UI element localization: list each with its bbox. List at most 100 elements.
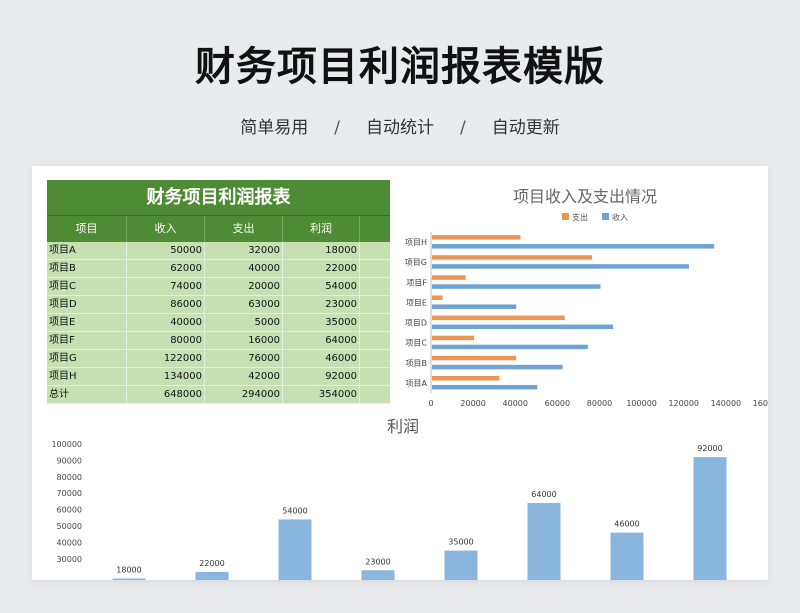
table-cell[interactable]: 122000 — [127, 350, 205, 367]
table-header-row: 项目 收入 支出 利润 — [47, 216, 390, 242]
table-title: 财务项目利润报表 — [47, 180, 390, 216]
data-label: 35000 — [448, 538, 473, 547]
table-cell[interactable]: 76000 — [205, 350, 283, 367]
subtitle-item: 简单易用 — [240, 118, 309, 138]
table-cell[interactable]: 294000 — [205, 386, 283, 403]
table-header-income: 收入 — [127, 216, 205, 242]
y-tick-label: 60000 — [57, 506, 82, 515]
table-cell[interactable]: 项目C — [47, 278, 127, 295]
table-cell[interactable]: 40000 — [205, 260, 283, 277]
table-cell[interactable]: 46000 — [283, 350, 360, 367]
x-tick-label: 80000 — [587, 399, 612, 408]
legend-label: 支出 — [572, 212, 588, 222]
bar-expense — [432, 295, 443, 300]
table-header-profit: 利润 — [283, 216, 360, 242]
y-tick-label: 90000 — [57, 456, 82, 465]
chart-title: 项目收入及支出情况 — [513, 187, 657, 206]
x-tick-label: 20000 — [460, 399, 485, 408]
table-cell[interactable]: 项目D — [47, 296, 127, 313]
profit-bar — [195, 571, 229, 580]
bar-expense — [432, 375, 500, 381]
profit-bar — [693, 457, 727, 580]
bar-expense — [432, 275, 466, 280]
table-cell[interactable]: 54000 — [283, 278, 360, 295]
profit-bar — [444, 550, 478, 580]
table-cell[interactable]: 总计 — [47, 386, 127, 403]
table-row: 项目D 86000 63000 23000 — [47, 296, 390, 314]
table-cell[interactable]: 354000 — [283, 386, 360, 403]
y-tick-label: 70000 — [57, 489, 82, 498]
profit-bar — [112, 578, 146, 580]
profit-bar — [361, 570, 395, 580]
table-cell[interactable]: 80000 — [127, 332, 205, 349]
page-title: 财务项目利润报表模版 — [195, 44, 605, 90]
table-cell[interactable]: 项目G — [47, 350, 127, 367]
page-subtitle: 简单易用 / 自动统计 / 自动更新 — [0, 113, 800, 138]
table-cell[interactable]: 16000 — [205, 332, 283, 349]
table-total-row: 总计 648000 294000 354000 — [47, 386, 390, 404]
bar-expense — [432, 335, 475, 341]
x-tick-label: 120000 — [668, 399, 699, 408]
table-cell[interactable]: 50000 — [127, 242, 205, 259]
bar-income — [432, 304, 517, 309]
table-cell[interactable]: 64000 — [283, 332, 360, 349]
table-row: 项目F 80000 16000 64000 — [47, 332, 390, 350]
table-cell[interactable]: 134000 — [127, 368, 205, 385]
y-category-label: 项目E — [406, 298, 427, 307]
bar-expense — [432, 235, 521, 240]
table-cell[interactable]: 5000 — [205, 314, 283, 331]
table-cell[interactable]: 63000 — [205, 296, 283, 313]
y-category-label: 项目G — [405, 258, 427, 267]
bar-income — [432, 284, 601, 289]
y-tick-label: 40000 — [57, 538, 82, 547]
table-cell[interactable]: 42000 — [205, 368, 283, 385]
x-tick-label: 100000 — [626, 399, 657, 408]
table-cell[interactable]: 40000 — [127, 314, 205, 331]
table-cell[interactable]: 项目H — [47, 368, 127, 385]
table-cell[interactable]: 648000 — [127, 386, 205, 403]
table-cell[interactable]: 32000 — [205, 242, 283, 259]
data-label: 23000 — [365, 557, 390, 566]
bar-income — [432, 264, 689, 269]
table-cell[interactable]: 35000 — [283, 314, 360, 331]
table-cell[interactable]: 86000 — [127, 296, 205, 313]
table-row: 项目G 122000 76000 46000 — [47, 350, 390, 368]
table-cell[interactable]: 项目E — [47, 314, 127, 331]
table-cell[interactable]: 74000 — [127, 278, 205, 295]
bar-expense — [432, 355, 517, 361]
sheet-shadow — [32, 580, 768, 582]
y-tick-label: 80000 — [57, 473, 82, 482]
bar-expense — [432, 255, 593, 260]
y-tick-label: 100000 — [51, 440, 82, 449]
table-cell[interactable]: 18000 — [283, 242, 360, 259]
table-cell[interactable]: 22000 — [283, 260, 360, 277]
table-cell[interactable]: 项目B — [47, 260, 127, 277]
table-cell[interactable]: 23000 — [283, 296, 360, 313]
table-row: 项目C 74000 20000 54000 — [47, 278, 390, 296]
subtitle-item: 自动更新 — [491, 118, 560, 138]
subtitle-item: 自动统计 — [366, 118, 434, 138]
data-label: 92000 — [697, 444, 722, 453]
table-header-expense: 支出 — [205, 216, 283, 242]
y-category-label: 项目H — [405, 238, 427, 247]
table-cell[interactable]: 项目F — [47, 332, 127, 349]
table-body: 项目A 50000 32000 18000 项目B 62000 40000 22000 项目C 7… — [47, 242, 390, 404]
table-row: 项目B 62000 40000 22000 — [47, 260, 390, 278]
table-cell[interactable]: 92000 — [283, 368, 360, 385]
table-cell[interactable]: 20000 — [205, 278, 283, 295]
y-category-label: 项目B — [406, 359, 428, 368]
bar-income — [432, 344, 588, 350]
subtitle-separator: / — [460, 118, 466, 138]
profit-bar — [278, 519, 312, 580]
data-label: 18000 — [116, 565, 141, 574]
table-cell[interactable]: 项目A — [47, 242, 127, 259]
y-category-label: 项目C — [405, 339, 427, 348]
table-row: 项目H 134000 42000 92000 — [47, 368, 390, 386]
table-row: 项目E 40000 5000 35000 — [47, 314, 390, 332]
table-cell[interactable]: 62000 — [127, 260, 205, 277]
y-tick-label: 30000 — [57, 555, 82, 564]
profit-table: 财务项目利润报表 项目 收入 支出 利润 项目A 50000 32000 18000 项… — [47, 180, 390, 404]
legend-swatch — [562, 213, 569, 220]
bar-income — [432, 384, 538, 390]
